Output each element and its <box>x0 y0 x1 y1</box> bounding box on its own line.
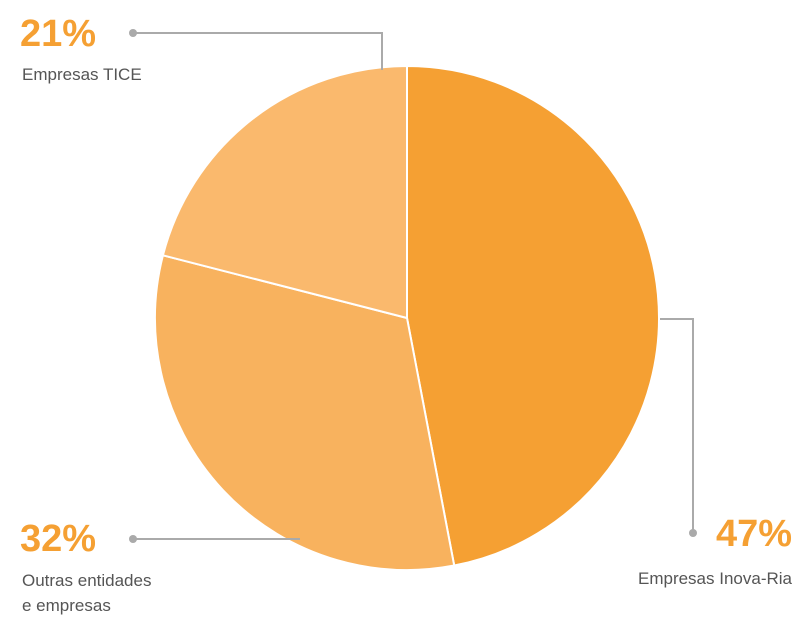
slice-label-outras-entidades-line-2: e empresas <box>22 596 111 615</box>
leader-line-empresas-inova-ria <box>660 318 694 533</box>
leader-line-empresas-tice <box>133 32 383 70</box>
pie-slice-outras-entidades-e-empresas <box>154 254 456 571</box>
leader-dot-empresas-inova-ria <box>689 529 697 537</box>
value-label-outras-entidades: 32% <box>20 518 96 560</box>
leader-dot-outras-entidades <box>129 535 137 543</box>
slice-label-outras-entidades-line-1: Outras entidades <box>22 571 151 590</box>
pie-slice-empresas-inova-ria <box>406 64 660 567</box>
value-label-empresas-tice: 21% <box>20 13 96 55</box>
leader-dot-empresas-tice <box>129 29 137 37</box>
pie-slice-empresas-tice <box>161 64 408 320</box>
value-label-empresas-inova-ria: 47% <box>716 513 792 555</box>
slice-label-empresas-tice: Empresas TICE <box>22 65 142 84</box>
slice-label-empresas-inova-ria: Empresas Inova-Ria <box>638 569 793 588</box>
pie-slices <box>154 64 660 571</box>
